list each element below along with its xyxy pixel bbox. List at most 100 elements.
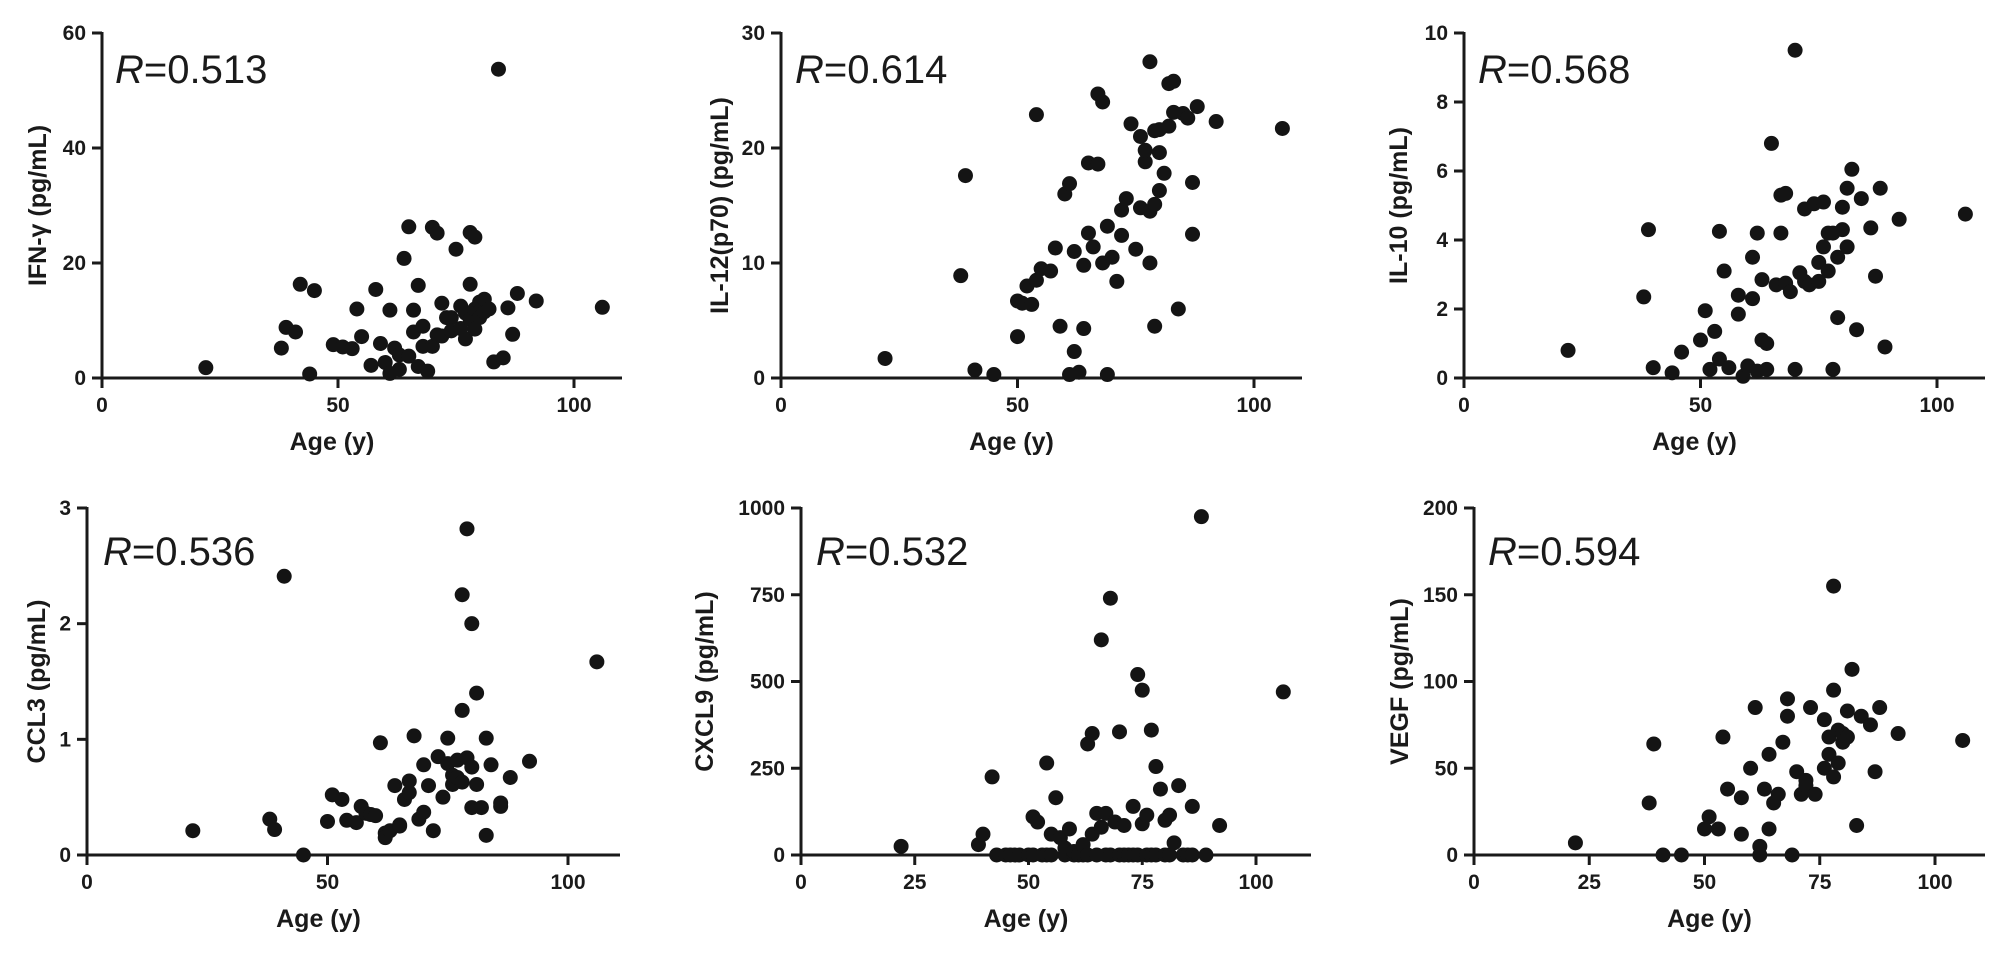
data-point xyxy=(469,776,485,792)
data-point xyxy=(1028,107,1044,123)
data-point xyxy=(448,241,464,257)
data-point xyxy=(1775,734,1791,750)
data-point xyxy=(1711,351,1727,367)
x-tick-label: 100 xyxy=(1236,394,1271,417)
y-tick-label: 10 xyxy=(1425,22,1448,45)
data-point xyxy=(1844,161,1860,177)
correlation-value: =0.614 xyxy=(824,48,947,92)
x-tick-label: 0 xyxy=(96,394,108,417)
data-point xyxy=(306,283,322,299)
data-point xyxy=(1123,116,1139,132)
data-point xyxy=(368,808,384,824)
data-point xyxy=(1779,691,1795,707)
data-point xyxy=(1052,318,1068,334)
data-point xyxy=(1711,223,1727,239)
data-point xyxy=(1890,726,1906,742)
data-point xyxy=(1043,263,1059,279)
data-point xyxy=(1085,239,1101,255)
data-point xyxy=(1707,323,1723,339)
data-point xyxy=(1047,240,1063,256)
y-tick-label: 200 xyxy=(1423,497,1458,520)
y-axis-label: IL-12(p70) (pg/mL) xyxy=(706,97,734,314)
data-point xyxy=(495,350,511,366)
data-point xyxy=(1720,781,1736,797)
data-point xyxy=(1811,273,1827,289)
data-point xyxy=(387,778,403,794)
data-point xyxy=(1782,284,1798,300)
y-axis-label: CXCL9 (pg/mL) xyxy=(691,591,719,772)
data-point xyxy=(1132,129,1148,144)
data-point xyxy=(354,329,370,345)
data-point xyxy=(420,363,436,379)
data-point xyxy=(292,276,308,292)
data-point xyxy=(454,774,470,790)
correlation-value: =0.568 xyxy=(1507,48,1630,92)
data-point xyxy=(1193,509,1209,525)
data-point xyxy=(509,285,525,301)
data-point xyxy=(478,827,494,843)
data-point xyxy=(1180,110,1196,126)
data-point xyxy=(1715,729,1731,745)
x-tick-label: 50 xyxy=(1693,871,1716,894)
data-point xyxy=(1745,291,1761,307)
y-tick-label: 2 xyxy=(1436,298,1448,321)
x-tick-label: 75 xyxy=(1808,871,1832,894)
data-point xyxy=(1212,818,1228,834)
data-point xyxy=(363,357,379,373)
data-point xyxy=(1664,365,1680,381)
data-point xyxy=(1162,807,1178,823)
data-point xyxy=(302,366,318,382)
data-point xyxy=(1090,156,1106,172)
data-point xyxy=(1779,708,1795,724)
data-point xyxy=(1147,196,1163,212)
data-point xyxy=(1147,318,1163,334)
data-point xyxy=(391,361,407,377)
data-point xyxy=(1208,114,1224,130)
data-point xyxy=(1099,367,1115,383)
data-point xyxy=(1641,795,1657,811)
data-point xyxy=(288,324,304,340)
y-tick-label: 0 xyxy=(753,367,765,390)
data-point xyxy=(1867,764,1883,780)
data-point xyxy=(1830,755,1846,771)
data-point xyxy=(1275,684,1291,700)
data-point xyxy=(1066,344,1082,360)
data-point xyxy=(276,568,292,584)
data-point xyxy=(490,61,506,77)
data-point xyxy=(185,823,201,839)
data-point xyxy=(464,616,480,632)
data-point xyxy=(406,728,422,744)
data-point xyxy=(1039,755,1055,771)
data-point xyxy=(1104,249,1120,265)
correlation-label: R=0.536 xyxy=(103,530,255,574)
data-point xyxy=(198,360,214,376)
data-point xyxy=(1655,847,1671,863)
data-point xyxy=(1759,361,1775,377)
y-axis-label: IFN-γ (pg/mL) xyxy=(24,125,52,286)
data-point xyxy=(1839,729,1855,745)
data-point xyxy=(1170,301,1186,317)
data-point xyxy=(454,702,470,718)
y-tick-label: 60 xyxy=(63,22,86,45)
data-point xyxy=(1844,661,1860,677)
data-point xyxy=(1787,42,1803,58)
data-point xyxy=(1763,135,1779,151)
data-point xyxy=(1102,590,1118,606)
data-point xyxy=(1784,847,1800,863)
data-point xyxy=(1116,818,1132,834)
data-point xyxy=(454,587,470,603)
data-point xyxy=(493,795,509,811)
data-point xyxy=(1815,239,1831,255)
data-point xyxy=(1839,180,1855,196)
panel-6: 0 50 100 150 200 0 25 50 75 100 Age (y) VEGF (pg/mL… xyxy=(1386,497,1985,933)
data-point xyxy=(1062,176,1078,192)
data-point xyxy=(1872,700,1888,716)
data-point xyxy=(1745,249,1761,265)
y-tick-label: 250 xyxy=(750,757,785,780)
data-point xyxy=(1137,142,1153,158)
data-point xyxy=(1701,809,1717,825)
data-point xyxy=(435,789,451,805)
data-point xyxy=(594,299,610,315)
correlation-label: R=0.594 xyxy=(1488,530,1640,574)
